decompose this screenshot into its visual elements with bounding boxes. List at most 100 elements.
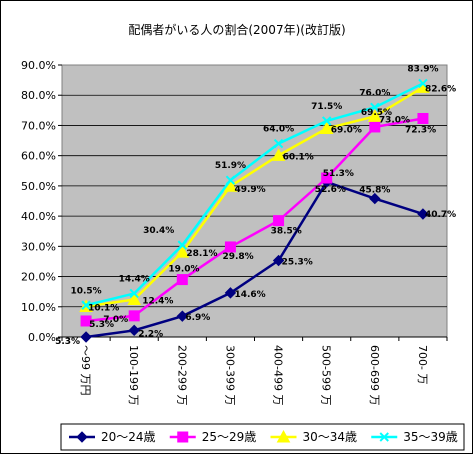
data-label: 38.5% bbox=[271, 227, 302, 237]
data-point bbox=[417, 112, 429, 124]
y-tick-label: 50.0% bbox=[21, 180, 56, 193]
data-label: 72.3% bbox=[405, 125, 436, 135]
data-label: 51.9% bbox=[215, 161, 246, 171]
data-point-stroke bbox=[177, 240, 188, 250]
data-point bbox=[321, 116, 332, 126]
data-point bbox=[273, 138, 284, 149]
y-tick-label: 60.0% bbox=[21, 150, 56, 163]
data-label: 49.9% bbox=[234, 185, 265, 195]
legend-label: 30～34歳 bbox=[303, 430, 358, 444]
data-point bbox=[224, 241, 236, 253]
y-tick-label: 30.0% bbox=[21, 240, 56, 253]
series-line bbox=[85, 82, 424, 307]
data-point bbox=[81, 300, 91, 310]
data-label: 69.5% bbox=[361, 108, 392, 118]
data-label: 69.0% bbox=[331, 125, 362, 135]
data-label: 82.6% bbox=[425, 84, 456, 94]
data-point bbox=[417, 208, 429, 220]
series-line bbox=[85, 180, 424, 339]
x-tick-label: ～99 万円 bbox=[79, 345, 92, 396]
data-label: 73.0% bbox=[379, 115, 410, 125]
data-label: 60.1% bbox=[283, 152, 314, 162]
data-point bbox=[177, 240, 188, 250]
data-label: 12.4% bbox=[142, 297, 173, 307]
data-label: 19.0% bbox=[168, 265, 199, 275]
legend-label: 35～39歳 bbox=[403, 430, 458, 444]
data-point bbox=[129, 288, 139, 299]
data-point bbox=[176, 310, 189, 322]
data-point bbox=[225, 175, 236, 185]
data-point-stroke bbox=[418, 78, 428, 89]
data-label: 40.7% bbox=[425, 210, 456, 220]
data-label: 25.3% bbox=[282, 258, 313, 268]
y-tick-label: 20.0% bbox=[21, 271, 56, 284]
data-label: 14.4% bbox=[119, 274, 150, 284]
data-point bbox=[175, 245, 190, 258]
x-tick-label: 500-599 万 bbox=[320, 345, 333, 405]
y-tick-label: 80.0% bbox=[21, 89, 56, 102]
data-point bbox=[319, 121, 334, 134]
data-label: 45.8% bbox=[359, 186, 390, 196]
data-point bbox=[369, 192, 381, 205]
chart-title: 配偶者がいる人の割合(2007年)(改訂版) bbox=[128, 22, 345, 37]
data-point-stroke bbox=[321, 116, 332, 126]
data-point bbox=[224, 287, 237, 299]
data-label: 64.0% bbox=[263, 125, 294, 135]
data-point-stroke bbox=[81, 300, 91, 310]
data-point bbox=[80, 331, 92, 343]
data-label: 10.1% bbox=[88, 303, 119, 313]
legend-label: 20～24歳 bbox=[101, 430, 156, 444]
data-point-stroke bbox=[273, 138, 284, 149]
data-point bbox=[76, 431, 88, 443]
data-label: 30.4% bbox=[143, 226, 174, 236]
data-label: 83.9% bbox=[407, 64, 438, 74]
data-label: 14.6% bbox=[234, 290, 265, 300]
y-tick-label: 90.0% bbox=[21, 59, 56, 72]
data-point bbox=[177, 431, 189, 443]
data-label: 5.3% bbox=[55, 337, 80, 347]
data-point bbox=[321, 172, 333, 184]
x-tick-label: 100-199 万 bbox=[127, 345, 140, 405]
y-tick-label: 40.0% bbox=[21, 210, 56, 223]
data-label: 29.8% bbox=[222, 252, 253, 262]
series-line bbox=[85, 117, 424, 323]
data-point bbox=[272, 254, 285, 267]
y-tick-label: 0.0% bbox=[28, 331, 56, 344]
data-point bbox=[379, 432, 389, 442]
data-label: 7.0% bbox=[103, 315, 128, 325]
series-line bbox=[85, 86, 424, 308]
data-label: 5.3% bbox=[89, 320, 114, 330]
x-tick-label: 700- 万 bbox=[416, 345, 429, 384]
data-point bbox=[367, 109, 382, 122]
legend-label: 25～29歳 bbox=[202, 430, 257, 444]
data-point bbox=[369, 121, 381, 133]
data-point bbox=[80, 315, 92, 327]
data-label: 6.9% bbox=[185, 313, 210, 323]
data-point bbox=[276, 429, 291, 443]
x-tick-label: 600-699 万 bbox=[368, 345, 381, 405]
x-tick-label: 300-399 万 bbox=[223, 345, 236, 405]
data-point bbox=[127, 292, 142, 306]
data-point-stroke bbox=[129, 288, 139, 299]
data-point bbox=[176, 274, 188, 286]
data-label: 51.3% bbox=[323, 169, 354, 179]
y-tick-label: 10.0% bbox=[21, 301, 56, 314]
data-point bbox=[370, 102, 380, 113]
data-point-stroke bbox=[225, 175, 236, 185]
data-point bbox=[273, 215, 285, 227]
x-tick-label: 200-299 万 bbox=[175, 345, 188, 405]
data-label: 10.5% bbox=[70, 286, 101, 296]
data-point bbox=[128, 310, 140, 322]
data-point bbox=[271, 148, 286, 161]
data-point bbox=[418, 78, 428, 89]
data-label: 52.6% bbox=[315, 185, 346, 195]
data-label: 28.1% bbox=[186, 249, 217, 259]
data-label: 2.2% bbox=[138, 329, 163, 339]
data-point bbox=[128, 324, 140, 337]
data-label: 76.0% bbox=[359, 88, 390, 98]
data-point-stroke bbox=[370, 102, 380, 113]
x-tick-label: 400-499 万 bbox=[272, 345, 285, 405]
y-tick-label: 70.0% bbox=[21, 119, 56, 132]
